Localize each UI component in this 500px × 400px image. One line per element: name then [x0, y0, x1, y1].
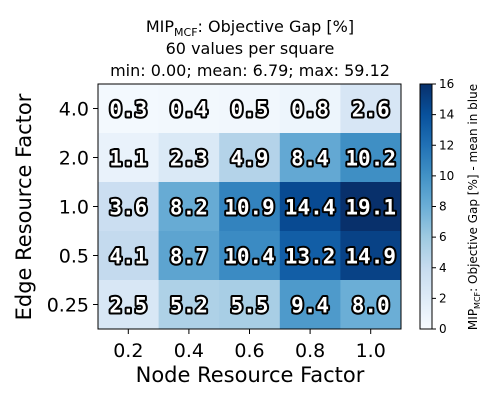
heatmap-cell	[158, 231, 220, 281]
heatmap-cells	[98, 84, 402, 330]
y-tick-label: 0.25	[47, 295, 89, 317]
heatmap-cell	[98, 84, 160, 134]
x-tick-label: 1.0	[356, 340, 386, 362]
heatmap-cell-value: 5.2	[170, 294, 208, 318]
heatmap-cell-value: 0.4	[170, 98, 208, 122]
x-axis-ticks: 0.2 0.4 0.6 0.8 1.0	[113, 329, 386, 362]
colorbar-tick-label: 2	[439, 291, 447, 305]
heatmap-cell-value: 2.5	[109, 294, 147, 318]
cb-label-suffix: : Objective Gap [%] - mean in blue	[466, 84, 480, 292]
heatmap-cell-value: 0.8	[291, 98, 329, 122]
heatmap-cell	[98, 231, 160, 281]
chart-subtitle-stats: min: 0.00; mean: 6.79; max: 59.12	[110, 61, 390, 80]
heatmap-cell	[158, 280, 220, 330]
colorbar-ticks: 0 2 4 6 8 10 12 14 16	[432, 77, 454, 336]
heatmap-cell	[219, 133, 281, 183]
colorbar-tick-label: 10	[439, 169, 454, 183]
heatmap-cell-value: 10.9	[224, 196, 275, 220]
heatmap-cell-value: 2.6	[352, 98, 390, 122]
y-tick-label: 0.5	[59, 246, 89, 268]
heatmap-cell	[340, 84, 402, 134]
heatmap-cell-value: 14.4	[285, 196, 336, 220]
colorbar-label: MIPMCF: Objective Gap [%] - mean in blue	[466, 84, 482, 330]
heatmap-cell	[219, 84, 281, 134]
heatmap-cell	[340, 133, 402, 183]
heatmap-cell	[158, 133, 220, 183]
heatmap-cell	[219, 280, 281, 330]
heatmap-cell-value: 4.1	[109, 245, 147, 269]
heatmap-cell-value: 0.5	[231, 98, 269, 122]
y-axis-label: Edge Resource Factor	[12, 93, 36, 320]
heatmap-cell-value: 2.3	[170, 147, 208, 171]
y-axis-ticks: 4.0 2.0 1.0 0.5 0.25	[47, 99, 98, 317]
heatmap-cell-value: 8.7	[170, 245, 208, 269]
colorbar	[419, 83, 433, 330]
heatmap-cell	[279, 280, 341, 330]
y-tick-label: 4.0	[59, 99, 89, 121]
x-tick-label: 0.8	[295, 340, 325, 362]
heatmap-cell-value: 14.9	[345, 245, 396, 269]
heatmap-cell-value: 3.6	[109, 196, 147, 220]
heatmap-cell	[279, 84, 341, 134]
cb-label-prefix: MIP	[466, 309, 480, 330]
title-prefix: MIP	[146, 17, 175, 36]
x-tick-label: 0.2	[113, 340, 143, 362]
x-tick-label: 0.6	[234, 340, 264, 362]
heatmap-cell-value: 10.4	[224, 245, 275, 269]
heatmap-cell	[219, 182, 281, 232]
heatmap-cell	[219, 231, 281, 281]
heatmap-cell-value: 1.1	[109, 147, 147, 171]
heatmap-cell-value: 0.3	[109, 98, 147, 122]
heatmap-cell-value: 4.9	[231, 147, 269, 171]
heatmap-cell-value: 8.0	[352, 294, 390, 318]
heatmap-cell	[279, 182, 341, 232]
heatmap-cell	[340, 182, 402, 232]
colorbar-tick-label: 16	[439, 77, 454, 91]
heatmap-cell	[158, 182, 220, 232]
heatmap-cell-value: 19.1	[345, 196, 396, 220]
heatmap-cell	[340, 280, 402, 330]
heatmap-cell-value: 9.4	[291, 294, 329, 318]
colorbar-tick-label: 12	[439, 138, 454, 152]
cb-label-subscript: MCF	[473, 291, 482, 308]
heatmap-cell	[98, 133, 160, 183]
heatmap-cell	[340, 231, 402, 281]
x-axis-label: Node Resource Factor	[136, 363, 365, 387]
chart-subtitle-count: 60 values per square	[166, 39, 335, 58]
colorbar-tick-label: 6	[439, 230, 447, 244]
colorbar-tick-label: 14	[439, 108, 454, 122]
title-suffix: : Objective Gap [%]	[198, 17, 355, 36]
y-tick-label: 1.0	[59, 197, 89, 219]
colorbar-tick-label: 8	[439, 200, 447, 214]
chart-title: MIPMCF: Objective Gap [%]	[146, 17, 354, 39]
heatmap-cell-value: 5.5	[231, 294, 269, 318]
colorbar-tick-label: 4	[439, 261, 447, 275]
x-tick-label: 0.4	[174, 340, 204, 362]
heatmap-cell-value: 8.4	[291, 147, 329, 171]
heatmap-cell	[279, 133, 341, 183]
colorbar-tick-label: 0	[439, 322, 447, 336]
heatmap-cell-value: 10.2	[345, 147, 396, 171]
y-tick-label: 2.0	[59, 148, 89, 170]
heatmap-cell	[98, 182, 160, 232]
heatmap-cell	[279, 231, 341, 281]
heatmap-cell-value: 8.2	[170, 196, 208, 220]
heatmap-cell	[98, 280, 160, 330]
title-subscript: MCF	[174, 26, 198, 39]
heatmap-cell	[158, 84, 220, 134]
heatmap-cell-value: 13.2	[285, 245, 336, 269]
heatmap-cell-labels: 0.3 0.4 0.5 0.8 2.6 1.1 2.3 4.9 8.4 10.2 3.6 8.2 10.…	[107, 96, 398, 320]
